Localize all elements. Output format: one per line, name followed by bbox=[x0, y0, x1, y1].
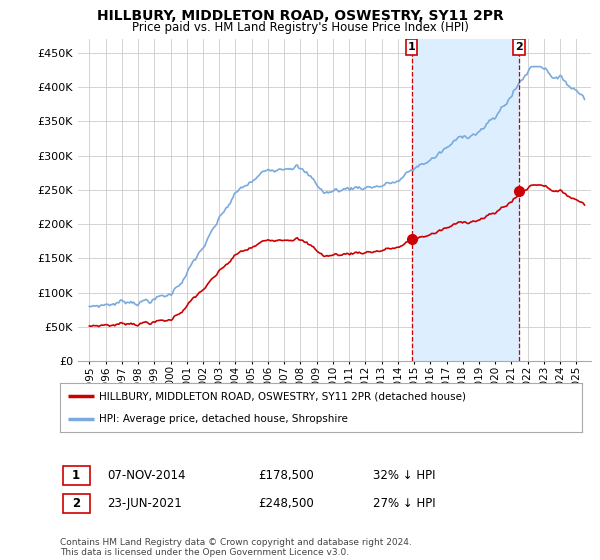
Text: £178,500: £178,500 bbox=[259, 469, 314, 482]
Text: 1: 1 bbox=[72, 469, 80, 482]
FancyBboxPatch shape bbox=[406, 39, 417, 55]
Text: Price paid vs. HM Land Registry's House Price Index (HPI): Price paid vs. HM Land Registry's House … bbox=[131, 21, 469, 34]
Text: HPI: Average price, detached house, Shropshire: HPI: Average price, detached house, Shro… bbox=[99, 414, 348, 424]
FancyBboxPatch shape bbox=[62, 494, 90, 513]
Text: £248,500: £248,500 bbox=[259, 497, 314, 510]
Text: 23-JUN-2021: 23-JUN-2021 bbox=[107, 497, 182, 510]
Text: 2: 2 bbox=[515, 42, 523, 52]
FancyBboxPatch shape bbox=[62, 466, 90, 485]
Bar bbox=[412, 39, 519, 361]
Text: HILLBURY, MIDDLETON ROAD, OSWESTRY, SY11 2PR: HILLBURY, MIDDLETON ROAD, OSWESTRY, SY11… bbox=[97, 9, 503, 23]
FancyBboxPatch shape bbox=[514, 39, 525, 55]
Text: 32% ↓ HPI: 32% ↓ HPI bbox=[373, 469, 436, 482]
Text: HILLBURY, MIDDLETON ROAD, OSWESTRY, SY11 2PR (detached house): HILLBURY, MIDDLETON ROAD, OSWESTRY, SY11… bbox=[99, 391, 466, 402]
Text: 07-NOV-2014: 07-NOV-2014 bbox=[107, 469, 185, 482]
Text: Contains HM Land Registry data © Crown copyright and database right 2024.
This d: Contains HM Land Registry data © Crown c… bbox=[60, 538, 412, 557]
Text: 2: 2 bbox=[72, 497, 80, 510]
Text: 27% ↓ HPI: 27% ↓ HPI bbox=[373, 497, 436, 510]
Text: 1: 1 bbox=[408, 42, 415, 52]
